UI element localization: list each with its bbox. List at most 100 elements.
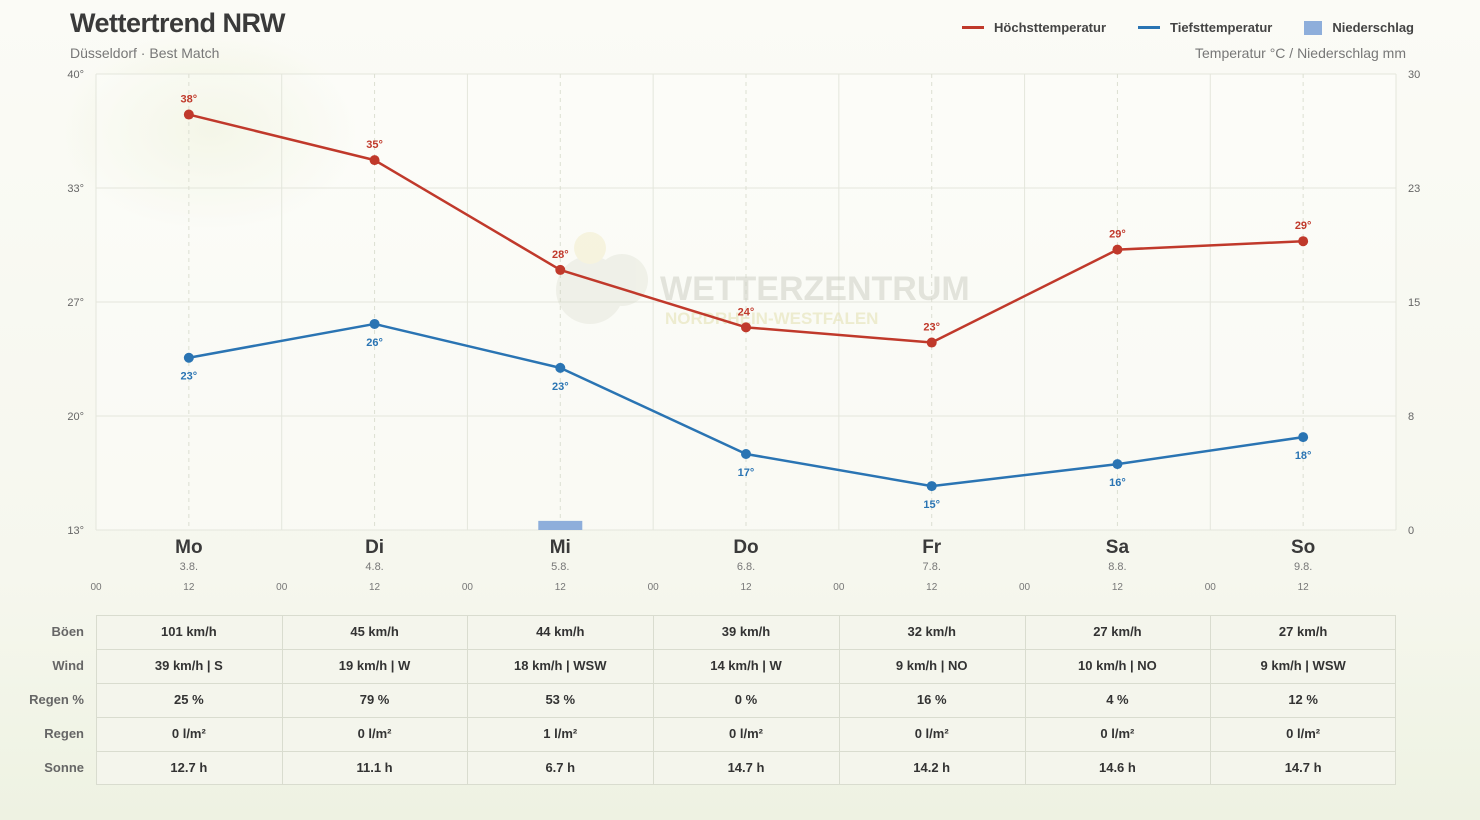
table-cell: 0 l/m²	[357, 726, 392, 741]
y-tick-label-left: 33°	[67, 183, 84, 195]
x-date-label: 7.8.	[923, 561, 941, 573]
table-cell: 25 %	[174, 692, 204, 707]
y-tick-label-left: 40°	[67, 69, 84, 81]
legend-item-precip[interactable]: Niederschlag	[1304, 20, 1414, 35]
max-temp-label: 28°	[552, 249, 569, 261]
table-cell: 39 km/h	[721, 624, 771, 639]
table-column-divider	[838, 615, 840, 785]
table-cell: 0 l/m²	[171, 726, 206, 741]
min-temp-point	[369, 318, 380, 329]
y-tick-label-right: 30	[1408, 69, 1420, 81]
x-date-label: 9.8.	[1294, 561, 1312, 573]
table-cell: 44 km/h	[536, 624, 585, 639]
max-temp-label: 38°	[181, 94, 198, 106]
min-temp-label: 16°	[1109, 477, 1126, 489]
legend-item-min[interactable]: Tiefsttemperatur	[1138, 20, 1272, 35]
max-temp-label: 29°	[1109, 229, 1126, 241]
table-cell: 0 l/m²	[729, 726, 763, 741]
table-cell: 19 km/h | W	[338, 658, 411, 673]
table-cell: 0 l/m²	[1100, 726, 1135, 741]
max-temp-label: 35°	[366, 139, 383, 151]
table-cell: 14.6 h	[1098, 760, 1136, 775]
x-day-label: Di	[365, 537, 384, 558]
max-temp-point	[183, 109, 194, 120]
legend-swatch-precip	[1304, 20, 1323, 35]
table-cell: 18 km/h | WSW	[514, 658, 607, 673]
min-temp-label: 18°	[1295, 450, 1312, 462]
x-hour-tick: 00	[90, 582, 102, 593]
table-column-divider	[281, 615, 283, 785]
max-temp-point	[1112, 244, 1123, 255]
y-tick-label-right: 23	[1408, 183, 1420, 195]
table-cell: 9 km/h | NO	[895, 658, 968, 673]
table-row-label: Böen	[51, 624, 85, 639]
page-subtitle: Düsseldorf · Best Match	[70, 45, 220, 61]
y-tick-label-right: 15	[1408, 297, 1420, 309]
table-row-divider	[96, 649, 1396, 650]
table-column-divider	[1210, 615, 1212, 785]
x-hour-tick: 12	[1298, 582, 1310, 593]
min-temp-label: 23°	[181, 371, 198, 383]
table-cell: 101 km/h	[161, 624, 217, 639]
table-cell: 11.1 h	[356, 760, 393, 775]
table-cell: 9 km/h | WSW	[1260, 658, 1346, 673]
legend-label-max: Höchsttemperatur	[994, 20, 1106, 35]
x-hour-tick: 12	[183, 582, 195, 593]
table-cell: 0 l/m²	[914, 726, 949, 741]
table-column-divider	[1024, 615, 1026, 785]
legend-item-max[interactable]: Höchsttemperatur	[962, 20, 1106, 35]
table-column-divider	[653, 615, 655, 785]
table-cell: 10 km/h | NO	[1078, 658, 1157, 673]
legend-label-min: Tiefsttemperatur	[1170, 20, 1273, 35]
min-temp-point	[183, 352, 194, 363]
table-cell: 45 km/h	[350, 624, 399, 639]
x-day-label: So	[1291, 537, 1315, 558]
min-temp-point	[926, 481, 937, 492]
x-date-label: 5.8.	[551, 561, 569, 573]
watermark-title: WETTERZENTRUM	[660, 270, 970, 308]
x-hour-tick: 12	[926, 582, 938, 593]
x-date-label: 3.8.	[180, 561, 198, 573]
table-cell: 12 %	[1288, 692, 1318, 707]
table-column-divider	[467, 615, 469, 785]
table-cell: 27 km/h	[1093, 624, 1142, 639]
x-hour-tick: 00	[648, 582, 660, 593]
x-hour-tick: 12	[1112, 582, 1124, 593]
x-day-label: Mo	[175, 537, 202, 558]
x-date-label: 8.8.	[1108, 561, 1126, 573]
table-cell: 39 km/h | S	[154, 658, 223, 673]
x-hour-tick: 12	[555, 582, 567, 593]
watermark-subtitle: NORDRHEIN-WESTFALEN	[665, 309, 878, 328]
min-temp-point	[555, 362, 566, 373]
min-temp-label: 23°	[552, 381, 569, 393]
temperature-chart: 13° 20° 27° 33° 40° 0 8 15 23 30 WETTERZENTRUMNORD…	[67, 69, 1420, 593]
weather-table	[96, 615, 1396, 785]
table-cell: 0 %	[734, 692, 758, 707]
table-cell: 14.7 h	[727, 760, 765, 775]
precip-bar	[538, 520, 583, 530]
table-row-divider	[96, 717, 1396, 718]
table-row-divider	[96, 683, 1396, 684]
table-cell: 16 %	[916, 692, 947, 707]
x-day-label: Do	[733, 537, 758, 558]
table-cell: 14.7 h	[1284, 760, 1322, 775]
min-temp-label: 26°	[366, 337, 383, 349]
max-temp-point	[926, 337, 937, 348]
table-cell: 4 %	[1106, 692, 1129, 707]
max-temp-label: 29°	[1295, 220, 1312, 232]
min-temp-label: 17°	[738, 467, 755, 479]
x-hour-tick: 00	[1205, 582, 1217, 593]
table-row-label: Regen	[44, 726, 84, 741]
table-cell: 12.7 h	[170, 760, 208, 775]
table-row-label: Regen %	[29, 692, 84, 707]
min-temp-point	[741, 449, 751, 459]
table-row-label: Wind	[52, 658, 84, 673]
legend-label-precip: Niederschlag	[1332, 20, 1414, 35]
table-cell: 53 %	[545, 692, 576, 707]
y-tick-label-right: 0	[1408, 525, 1414, 537]
min-temp-label: 15°	[923, 499, 940, 511]
x-day-label: Sa	[1106, 537, 1130, 558]
max-temp-point	[741, 322, 751, 333]
x-hour-tick: 00	[833, 582, 845, 593]
x-hour-tick: 00	[462, 582, 474, 593]
